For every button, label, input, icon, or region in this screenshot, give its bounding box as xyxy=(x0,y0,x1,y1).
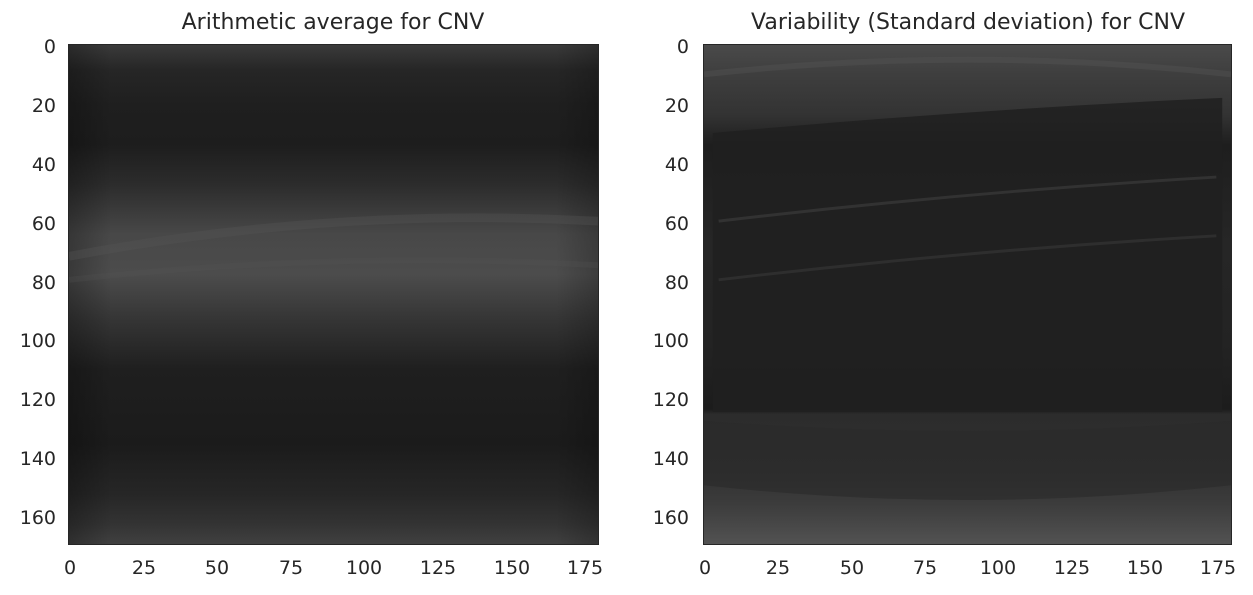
x-tick-label: 150 xyxy=(1126,557,1164,579)
x-tick-label: 0 xyxy=(698,557,712,579)
x-tick-label: 25 xyxy=(131,557,157,579)
y-tick-label: 60 xyxy=(664,213,689,235)
y-tick-label: 40 xyxy=(664,154,689,176)
heatmap-image xyxy=(704,45,1231,544)
x-tick-label: 125 xyxy=(1053,557,1091,579)
x-tick-label: 125 xyxy=(419,557,457,579)
x-tick-label: 50 xyxy=(204,557,230,579)
x-tick-label: 100 xyxy=(979,557,1017,579)
y-tick-label: 80 xyxy=(31,272,56,294)
y-tick-label: 120 xyxy=(19,389,56,411)
y-tick-label: 60 xyxy=(31,213,56,235)
y-tick-label: 20 xyxy=(664,95,689,117)
heatmap-image xyxy=(69,45,598,544)
y-tick-label: 40 xyxy=(31,154,56,176)
x-tick-label: 75 xyxy=(912,557,938,579)
y-tick-label: 100 xyxy=(19,330,56,352)
y-tick-label: 20 xyxy=(31,95,56,117)
y-tick-label: 80 xyxy=(664,272,689,294)
right-chart-panel: Variability (Standard deviation) for CNV xyxy=(620,0,1253,595)
heatmap-plot-area xyxy=(703,44,1232,545)
x-tick-label: 25 xyxy=(765,557,791,579)
y-tick-label: 140 xyxy=(652,448,689,470)
chart-title: Variability (Standard deviation) for CNV xyxy=(750,10,1186,35)
y-tick-label: 0 xyxy=(676,36,689,58)
y-tick-label: 160 xyxy=(19,507,56,529)
y-tick-label: 140 xyxy=(19,448,56,470)
x-tick-label: 50 xyxy=(839,557,865,579)
x-tick-label: 175 xyxy=(566,557,604,579)
x-tick-label: 175 xyxy=(1199,557,1237,579)
chart-title: Arithmetic average for CNV xyxy=(181,10,485,35)
y-tick-label: 100 xyxy=(652,330,689,352)
left-chart-panel: Arithmetic average for CNV xyxy=(0,0,620,595)
y-tick-label: 120 xyxy=(652,389,689,411)
x-tick-label: 0 xyxy=(63,557,77,579)
y-tick-label: 160 xyxy=(652,507,689,529)
x-tick-label: 100 xyxy=(345,557,383,579)
heatmap-plot-area xyxy=(68,44,599,545)
y-tick-label: 0 xyxy=(43,36,56,58)
x-tick-label: 75 xyxy=(278,557,304,579)
x-tick-label: 150 xyxy=(493,557,531,579)
